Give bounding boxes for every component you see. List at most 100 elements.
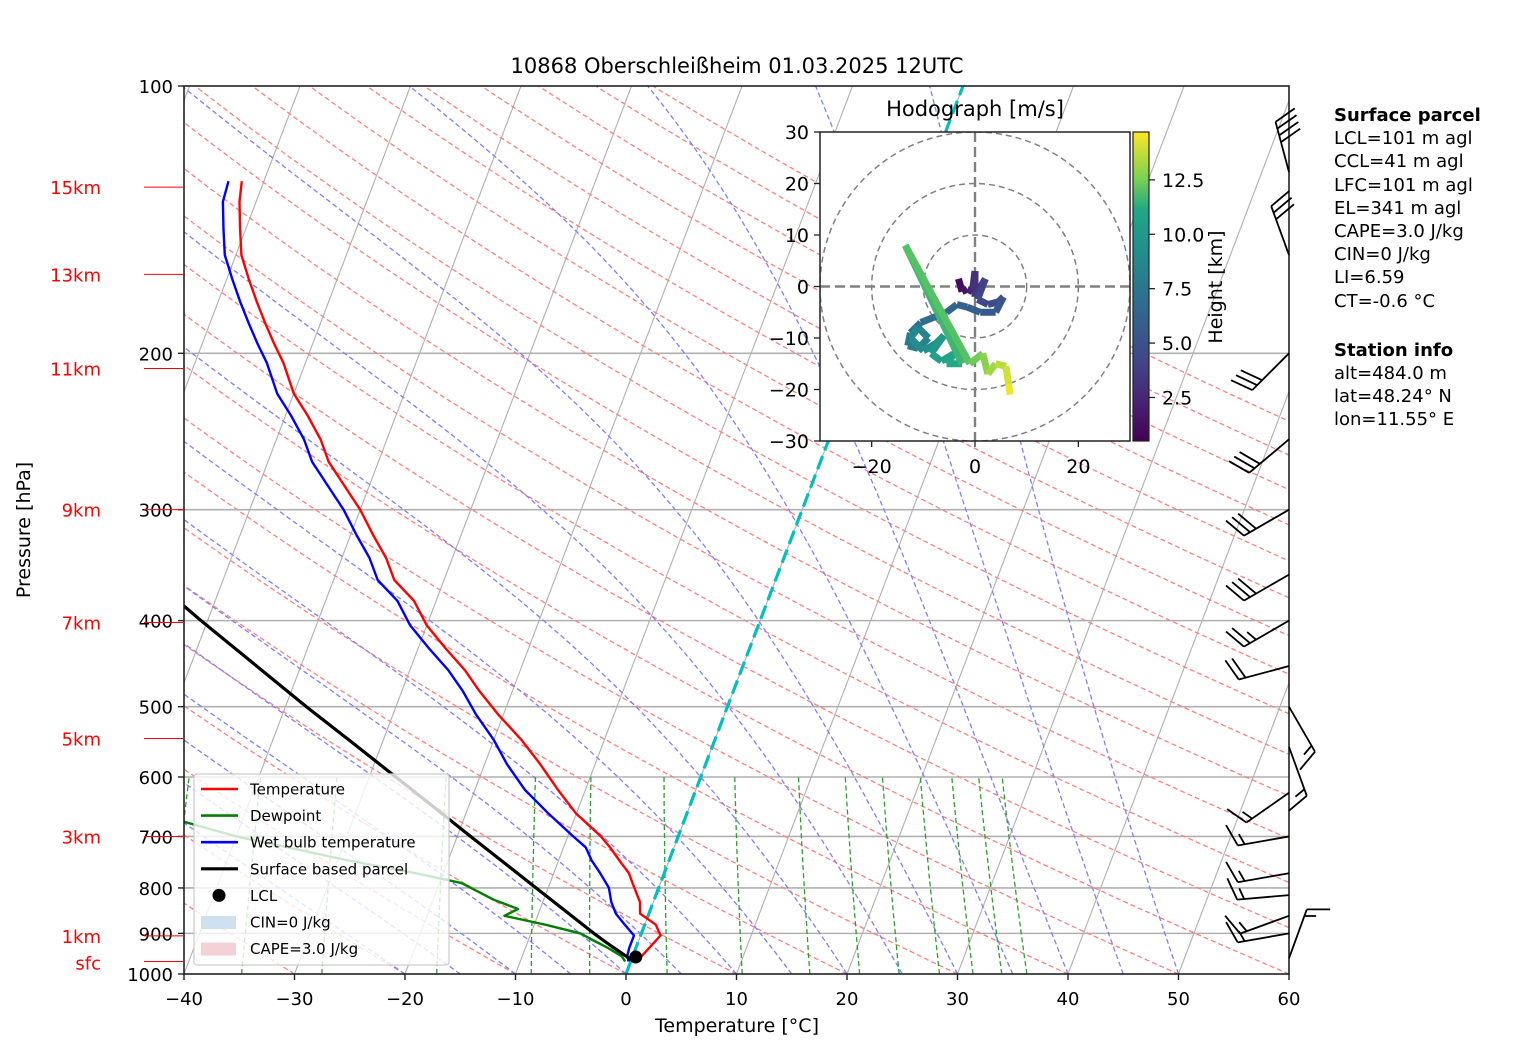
barb-half-flag (1238, 833, 1246, 845)
colorbar-tick-label: 10.0 (1162, 224, 1204, 246)
x-tick-label: 20 (836, 989, 859, 1010)
barb-flag (1226, 808, 1247, 824)
x-tick-label: −30 (276, 989, 314, 1010)
surface-parcel-lcl: LCL=101 m agl (1334, 128, 1473, 150)
x-tick-label: 10 (725, 989, 748, 1010)
station-info-title: Station info (1334, 339, 1454, 361)
side-panel: Surface parcel LCL=101 m agl CCL=41 m ag… (1334, 104, 1481, 432)
barb-staff (1239, 914, 1290, 935)
barb-flag (1240, 369, 1263, 382)
station-longitude: lon=11.55° E (1334, 409, 1455, 431)
dry-adiabat (184, 364, 1289, 974)
surface-parcel-lfc: LFC=101 m agl (1334, 174, 1473, 196)
height-label: 3km (62, 827, 101, 848)
wind-barb (1230, 352, 1290, 391)
barb-staff (1237, 835, 1290, 847)
x-tick-label: 50 (1167, 989, 1190, 1010)
barb-flag (1225, 584, 1245, 602)
hodograph-y-tick-label: 10 (785, 225, 809, 247)
wind-barb (1228, 438, 1290, 474)
barb-staff (1237, 894, 1290, 901)
x-tick-label: 30 (946, 989, 969, 1010)
barb-staff (1288, 746, 1308, 797)
colorbar-tick-label: 2.5 (1162, 387, 1192, 409)
barb-flag (1299, 751, 1316, 771)
legend-box (193, 773, 450, 966)
barb-half-flag (1303, 745, 1313, 756)
legend-swatch-marker (212, 888, 226, 902)
legend-entry: CAPE=3.0 J/kg (201, 940, 358, 958)
barb-flag (1239, 451, 1261, 465)
height-label: 9km (62, 501, 101, 522)
isotherm-line (184, 86, 412, 685)
wind-barb (1225, 861, 1290, 884)
hodograph-segment (1005, 383, 1014, 396)
dry-adiabat (537, 86, 1289, 491)
hodograph-y-tick-label: 20 (785, 174, 809, 196)
series-dewpoint (184, 820, 627, 963)
wind-barb (1226, 792, 1290, 824)
y-tick-label: 100 (139, 77, 173, 98)
hodograph-x-tick-label: −20 (852, 456, 892, 478)
hodograph-segment (907, 335, 926, 354)
hodograph-x-tick-label: 0 (969, 456, 981, 478)
barb-staff (1251, 352, 1290, 391)
barb-staff (1237, 932, 1290, 944)
station-altitude: alt=484.0 m (1334, 363, 1447, 385)
barb-flag (1225, 824, 1239, 846)
barb-flag (1275, 107, 1296, 123)
x-tick-label: −10 (497, 989, 535, 1010)
hodograph-segment (965, 303, 982, 316)
series-temperature (238, 181, 662, 963)
y-tick-label: 800 (139, 879, 173, 900)
barb-staff (1243, 619, 1290, 648)
wind-barb (1288, 746, 1308, 812)
mixing-ratio-line (978, 776, 1003, 974)
dry-adiabat (194, 86, 1289, 715)
surface-parcel-cape: CAPE=3.0 J/kg (1334, 221, 1464, 243)
legend-swatch-patch (201, 942, 236, 956)
moist-adiabat (184, 518, 737, 974)
barb-half-flag (1246, 631, 1257, 641)
hodograph-segment (994, 360, 1007, 370)
chart-title: 10868 Oberschleißheim 01.03.2025 12UTC (511, 54, 964, 78)
barb-staff (1288, 909, 1308, 959)
barb-flag (1288, 795, 1308, 812)
mixing-ratio-line (881, 776, 900, 974)
barb-flag (1231, 627, 1251, 644)
barb-flag (1231, 658, 1247, 679)
barb-flag (1231, 516, 1251, 533)
moist-adiabat (929, 86, 1180, 974)
barb-flag (1225, 861, 1239, 883)
colorbar (1132, 131, 1150, 442)
barb-flag (1235, 374, 1258, 386)
barb-half-flag (1238, 870, 1246, 882)
barb-flag (1276, 114, 1298, 130)
colorbar-tick-label: 12.5 (1162, 170, 1204, 192)
barb-flag (1230, 379, 1253, 391)
wind-barb (1224, 914, 1290, 935)
x-tick-label: 0 (620, 989, 631, 1010)
y-tick-label: 500 (139, 698, 173, 719)
barb-staff (1248, 438, 1290, 474)
barb-staff (1245, 792, 1290, 824)
barb-flag (1278, 121, 1299, 137)
wind-barb (1288, 908, 1331, 959)
mixing-ratio-line (588, 776, 592, 974)
x-tick-label: −40 (165, 989, 203, 1010)
dry-adiabat (184, 417, 1179, 974)
dry-adiabat (184, 263, 1289, 884)
hodograph-segment (960, 285, 969, 295)
dry-adiabat (184, 584, 848, 974)
hodograph-inset: Hodograph [m/s] −20 0 20 −30 −20 −10 0 10 20 30 2… (769, 97, 1227, 478)
y-tick-label: 600 (139, 768, 173, 789)
moist-adiabat (184, 440, 793, 974)
hodograph-segment (1002, 365, 1013, 385)
hodograph-segment (919, 314, 935, 326)
height-label: 13km (50, 265, 101, 286)
barb-flag (1225, 921, 1239, 943)
mixing-ratio-line (797, 776, 811, 974)
barb-flag (1237, 512, 1257, 530)
barb-staff (1237, 872, 1290, 884)
barb-flag (1225, 519, 1245, 537)
